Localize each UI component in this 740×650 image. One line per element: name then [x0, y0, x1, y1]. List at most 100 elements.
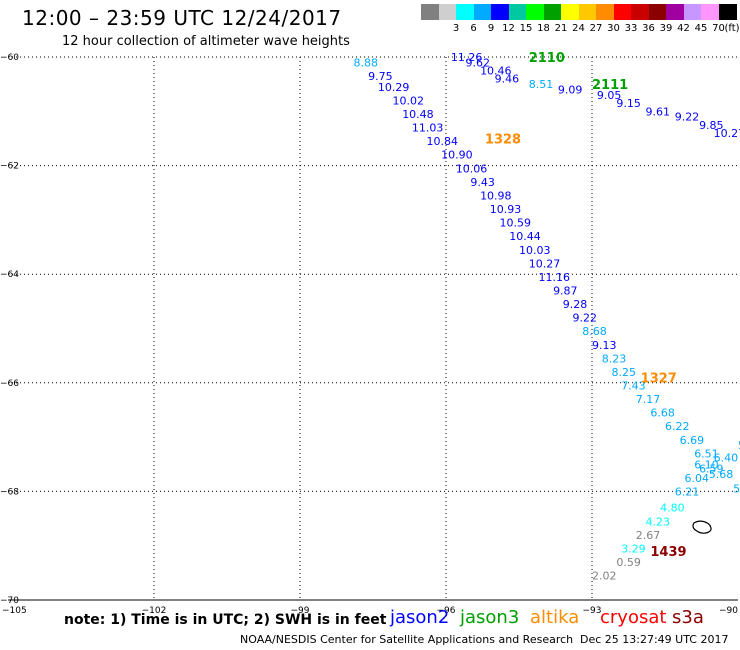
lat-tick-label: −62 [0, 162, 19, 172]
wave-height-value: 2.02 [592, 570, 617, 583]
wave-height-value: 6.69 [680, 434, 705, 447]
legend-swatch [438, 4, 457, 20]
lon-tick-label: −99 [291, 606, 310, 616]
wave-height-value: 0.59 [616, 556, 641, 569]
satellite-name: cryosat [600, 607, 667, 628]
legend-unit: (ft) [724, 23, 740, 34]
legend-swatch [543, 4, 562, 20]
legend-label: 27 [589, 23, 603, 34]
generation-timestamp: Dec 25 13:27:49 UTC 2017 [580, 633, 729, 646]
pass-number-label: 2111 [592, 78, 628, 93]
wave-height-value: 9.75 [368, 70, 393, 83]
map-title: 12:00 – 23:59 UTC 12/24/2017 [22, 6, 342, 30]
lat-tick-label: −64 [0, 270, 19, 280]
wave-height-value: 11.26 [451, 51, 483, 64]
legend-label: 24 [572, 23, 585, 34]
legend-label: 6 [470, 23, 477, 34]
legend-swatch [596, 4, 614, 20]
graticule [8, 56, 738, 601]
wave-height-value: 7.17 [636, 393, 661, 406]
pass-number-label: 1439 [650, 545, 686, 560]
wave-height-value: 9.43 [470, 176, 495, 189]
wave-height-value: 9.05 [597, 89, 622, 102]
satellite-name: s3a [672, 607, 704, 628]
wave-height-value: 8.25 [611, 366, 636, 379]
legend-label: 18 [537, 23, 550, 34]
wave-height-value: 9.62 [465, 56, 490, 69]
legend-swatch [631, 4, 649, 20]
wave-height-value: 10.90 [441, 149, 473, 162]
legend-label: 36 [642, 23, 655, 34]
legend-label: 70 [712, 23, 725, 34]
wave-height-value: 10.59 [500, 217, 532, 230]
wave-height-value: 10.98 [480, 189, 512, 202]
lon-tick-label: −93 [583, 606, 602, 616]
wave-height-value: 8.68 [582, 325, 607, 338]
legend-label: 42 [677, 23, 690, 34]
legend-swatch [683, 4, 702, 20]
legend-swatch [491, 4, 509, 20]
lon-tick-label: −96 [437, 606, 456, 616]
legend-swatch [473, 4, 492, 20]
wave-height-value: 5.68 [709, 468, 734, 481]
legend-label: 39 [659, 23, 673, 34]
wave-height-value: 6.68 [650, 407, 675, 420]
wave-height-value: 5.3 [733, 483, 740, 496]
lon-tick-label: −105 [2, 606, 27, 616]
legend-swatch [456, 4, 474, 20]
wave-height-value: 5.9 [738, 439, 740, 452]
pass-labels: 2110 2111 1328 1327 1439 [485, 51, 687, 560]
pass-number-label: 2110 [529, 51, 565, 66]
wave-height-value: 6.04 [684, 472, 709, 485]
legend-swatch [561, 4, 579, 20]
wave-height-value: 9.61 [646, 105, 671, 118]
legend-swatch [666, 4, 684, 20]
satellite-name: jason3 [460, 607, 520, 628]
legend-label: 33 [624, 23, 638, 34]
wave-height-value: 9.15 [616, 97, 641, 110]
pass-number-label: 1327 [641, 371, 677, 386]
lat-tick-label: −70 [0, 596, 19, 606]
wave-height-value: 10.46 [480, 65, 512, 78]
wave-height-value: 10.44 [509, 230, 541, 243]
wave-height-value: 6.10 [694, 458, 719, 471]
footer-note: note: 1) Time is in UTC; 2) SWH is in fe… [64, 612, 387, 628]
legend-label: 12 [502, 23, 515, 34]
wave-height-value: 8.88 [354, 56, 379, 69]
legend-label: 21 [554, 23, 568, 34]
wave-height-value: 10.84 [427, 135, 459, 148]
legend-swatch [421, 4, 439, 20]
wave-height-value: 6.21 [675, 485, 700, 498]
wave-height-value: 8.23 [602, 352, 627, 365]
legend-swatch [578, 4, 597, 20]
map-subtitle: 12 hour collection of altimeter wave hei… [62, 34, 350, 49]
wave-height-value: 10.27 [714, 127, 740, 140]
wave-height-value: 9.85 [699, 119, 724, 132]
axis-ticks: −105 −102 −99 −96 −93 −90 −60 −62 −64 −66 −68 −70 [0, 53, 738, 616]
wave-height-value: 6.40 [714, 452, 739, 465]
wave-height-value: 6.59 [699, 463, 724, 476]
wave-height-value: 10.03 [519, 244, 551, 257]
wave-height-value: 11.03 [412, 122, 444, 135]
credit-line: NOAA/NESDIS Center for Satellite Applica… [240, 633, 574, 646]
lat-tick-label: −60 [0, 53, 19, 63]
wave-height-value: 10.93 [490, 203, 522, 216]
wave-height-value: 4.23 [646, 515, 671, 528]
wave-height-value: 9.09 [558, 84, 583, 97]
wave-height-value: 9.46 [495, 73, 519, 86]
wave-height-value: 3.29 [621, 542, 646, 555]
coastline-feature [692, 520, 712, 534]
wave-height-value: 9.13 [592, 339, 617, 352]
wave-height-value: 10.48 [402, 108, 434, 121]
wave-height-value: 9.22 [573, 312, 598, 325]
satellite-name: jason2 [390, 607, 450, 628]
legend-swatch [613, 4, 632, 20]
legend-swatch [718, 4, 737, 20]
wave-height-value: 9.28 [563, 298, 588, 311]
wave-height-value: 4.80 [660, 502, 685, 515]
legend-label: 3 [452, 23, 460, 34]
lon-tick-label: −102 [142, 606, 167, 616]
legend-label: 15 [519, 23, 533, 34]
